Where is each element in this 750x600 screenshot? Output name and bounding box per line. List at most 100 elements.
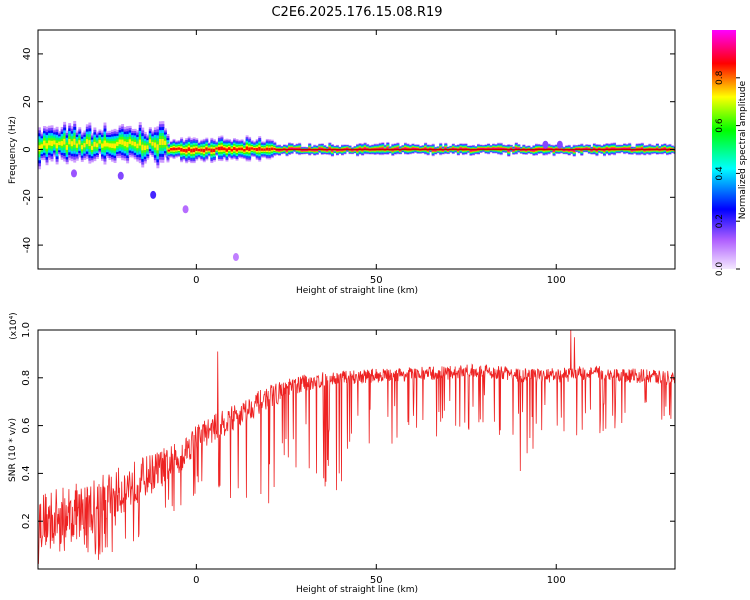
- spectrogram-cell: [494, 148, 498, 150]
- spectrogram-cell: [43, 140, 46, 146]
- spectrogram-cell: [167, 149, 171, 152]
- spectrogram-x-tick-label: 100: [547, 275, 566, 286]
- spectrogram-cell: [175, 147, 179, 151]
- spectrogram-cell: [630, 149, 634, 152]
- spectrogram-cell: [220, 146, 224, 151]
- spectrogram-cell: [273, 147, 277, 150]
- spectrogram-cell: [146, 145, 150, 149]
- spectrogram-cell: [570, 149, 574, 151]
- spectrogram-cell: [138, 139, 142, 146]
- spectrogram-cell: [507, 149, 511, 152]
- spectrogram-cell: [215, 147, 219, 150]
- spectrogram-cell: [106, 142, 109, 147]
- snr-y-tick-label: 0.2: [21, 513, 32, 529]
- spectrogram-cell: [497, 147, 501, 150]
- spectrogram-cell: [177, 147, 181, 150]
- spectrogram-cell: [151, 141, 155, 146]
- spectrogram-y-tick-label: 20: [22, 95, 33, 108]
- spectrogram-cell: [260, 148, 264, 151]
- spectrogram-blob: [182, 205, 189, 214]
- spectrogram-cell: [575, 148, 579, 150]
- spectrogram-cell: [95, 143, 99, 148]
- spectrogram-cell: [288, 147, 292, 150]
- snr-multiplier-label: (x10⁴): [9, 312, 19, 339]
- spectrogram-cell: [238, 147, 242, 151]
- spectrogram-cell: [197, 148, 201, 152]
- snr-frame: [37, 329, 676, 570]
- snr-y-ticks: 0.2 0.4 0.6 0.8 1.0: [21, 322, 675, 529]
- spectrogram-cell: [517, 147, 521, 150]
- spectrogram-cell: [163, 140, 167, 145]
- spectrogram-cell: [143, 145, 147, 151]
- spectrogram-x-tick-label: 50: [370, 275, 383, 286]
- spectrogram-cell: [396, 147, 400, 150]
- spectrogram-cell: [222, 147, 226, 151]
- spectrogram-cell: [386, 147, 390, 150]
- spectrogram-y-tick-label: 0: [22, 146, 33, 152]
- snr-x-label: Height of straight line (km): [296, 585, 418, 595]
- spectrogram-cell: [512, 149, 516, 152]
- spectrogram-cell: [346, 147, 349, 149]
- spectrogram-cell: [482, 148, 486, 150]
- spectrogram-x-tick-label: 0: [193, 275, 199, 286]
- spectrogram-cell: [225, 148, 229, 152]
- spectrogram-cell: [85, 139, 89, 145]
- spectrogram-cell: [136, 143, 140, 149]
- spectrogram-cell: [210, 148, 214, 153]
- spectrogram-cell: [532, 149, 536, 152]
- spectrogram-cell: [610, 147, 614, 150]
- spectrogram-cell: [444, 147, 448, 150]
- spectrogram-cell: [156, 144, 160, 151]
- spectrogram-cell: [529, 150, 533, 152]
- snr-y-tick-label: 0.4: [21, 465, 32, 481]
- spectrogram-cell: [230, 148, 234, 152]
- spectrogram-cell: [78, 140, 82, 145]
- spectrogram-cell: [113, 143, 117, 149]
- snr-x-tick-label: 50: [370, 575, 383, 586]
- spectrogram-cell: [45, 143, 49, 149]
- spectrogram-cell: [195, 147, 199, 151]
- spectrogram-cell: [80, 145, 84, 150]
- spectrogram-cell: [207, 148, 211, 151]
- spectrogram-cell: [212, 148, 216, 152]
- spectrogram-cell: [88, 140, 92, 147]
- spectrogram-cell: [293, 147, 297, 149]
- spectrogram-blob: [117, 171, 124, 180]
- spectrogram-cell: [68, 139, 72, 145]
- spectrogram-cell: [381, 147, 385, 150]
- spectrogram-cell: [248, 147, 252, 151]
- spectrogram-cell: [492, 147, 496, 150]
- spectrogram-cell: [243, 148, 247, 152]
- colorbar-tick-label: 0.6: [715, 118, 725, 133]
- snr-y-tick-label: 0.8: [21, 370, 32, 386]
- spectrogram-cell: [640, 147, 644, 150]
- snr-y-label: SNR (10 * v/v): [8, 418, 18, 482]
- spectrogram-x-label: Height of straight line (km): [296, 286, 418, 296]
- spectrogram-cell: [187, 147, 191, 151]
- spectrogram-panel: 0 50 100 -40 -20 0 20 40 Height of straight li…: [8, 29, 676, 296]
- spectrogram-y-tick-label: -40: [22, 237, 33, 253]
- spectrogram-cell: [58, 141, 62, 146]
- spectrogram-cell: [411, 147, 415, 150]
- spectrogram-cell: [100, 143, 104, 148]
- spectrogram-cell: [625, 148, 629, 150]
- spectrogram-cell: [111, 143, 114, 148]
- spectrogram-cell: [434, 150, 438, 152]
- spectrogram-blob: [150, 190, 157, 199]
- snr-x-ticks: 0 50 100: [193, 330, 566, 586]
- snr-panel: 0 50 100 0.2 0.4 0.6 0.8 1.0 (x10⁴) Height of …: [8, 312, 676, 595]
- spectrogram-cell: [55, 142, 59, 149]
- spectrogram-cell: [663, 147, 667, 150]
- spectrogram-cell: [235, 148, 239, 152]
- spectrogram-cell: [172, 147, 176, 151]
- spectrogram-cell: [118, 139, 122, 145]
- spectrogram-cell: [108, 143, 112, 148]
- spectrogram-cell: [50, 140, 54, 146]
- spectrogram-cell: [585, 147, 589, 149]
- spectrogram-cell: [524, 149, 528, 151]
- spectrogram-cell: [83, 143, 87, 148]
- spectrogram-cell: [200, 148, 204, 152]
- snr-x-tick-label: 0: [193, 575, 199, 586]
- spectrogram-cell: [305, 149, 309, 151]
- spectrogram-cell: [290, 147, 294, 150]
